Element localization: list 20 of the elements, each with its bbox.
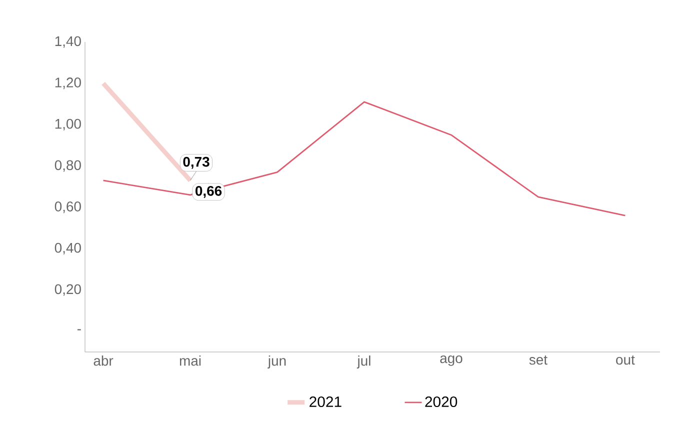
y-tick-label: 0,60 bbox=[54, 202, 81, 214]
y-tick-label: 1,40 bbox=[55, 36, 81, 48]
x-tick-label: jul bbox=[356, 356, 370, 369]
line-series bbox=[102, 101, 626, 216]
y-tick-label: 0,20 bbox=[54, 284, 81, 296]
x-tick-label: jun bbox=[268, 356, 286, 369]
y-tick-label: 0,80 bbox=[54, 160, 81, 172]
y-tick-label: 1,00 bbox=[55, 118, 81, 130]
legend-label: 2021 bbox=[310, 396, 342, 408]
x-tick-label: mai bbox=[180, 356, 201, 366]
x-tick-label: ago bbox=[440, 355, 462, 366]
x-tick-label: set bbox=[529, 356, 548, 365]
y-tick-label: - bbox=[77, 329, 81, 330]
data-label: 0,73 bbox=[183, 156, 210, 169]
x-tick-label: out bbox=[616, 356, 635, 365]
data-label: 0,66 bbox=[196, 186, 222, 198]
x-tick-label: abr bbox=[94, 356, 114, 366]
y-tick-label: 0,40 bbox=[54, 242, 81, 254]
y-tick-label: 1,20 bbox=[55, 78, 81, 90]
legend-label: 2020 bbox=[425, 396, 458, 408]
